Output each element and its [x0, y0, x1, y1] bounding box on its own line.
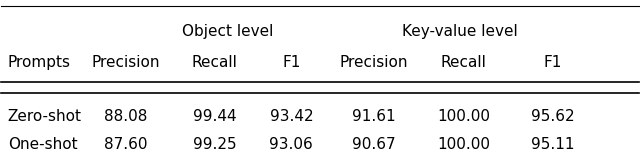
Text: Precision: Precision — [92, 55, 160, 70]
Text: 88.08: 88.08 — [104, 109, 147, 124]
Text: 87.60: 87.60 — [104, 137, 147, 152]
Text: 90.67: 90.67 — [353, 137, 396, 152]
Text: 99.44: 99.44 — [193, 109, 237, 124]
Text: 91.61: 91.61 — [353, 109, 396, 124]
Text: Object level: Object level — [182, 24, 273, 39]
Text: 93.06: 93.06 — [269, 137, 313, 152]
Text: One-shot: One-shot — [8, 137, 77, 152]
Text: Key-value level: Key-value level — [403, 24, 518, 39]
Text: F1: F1 — [282, 55, 301, 70]
Text: F1: F1 — [543, 55, 562, 70]
Text: 100.00: 100.00 — [437, 137, 490, 152]
Text: Precision: Precision — [340, 55, 408, 70]
Text: 99.25: 99.25 — [193, 137, 237, 152]
Text: 95.62: 95.62 — [531, 109, 574, 124]
Text: 95.11: 95.11 — [531, 137, 574, 152]
Text: Recall: Recall — [440, 55, 486, 70]
Text: Prompts: Prompts — [8, 55, 71, 70]
Text: Zero-shot: Zero-shot — [8, 109, 82, 124]
Text: 100.00: 100.00 — [437, 109, 490, 124]
Text: 93.42: 93.42 — [269, 109, 313, 124]
Text: Recall: Recall — [192, 55, 238, 70]
